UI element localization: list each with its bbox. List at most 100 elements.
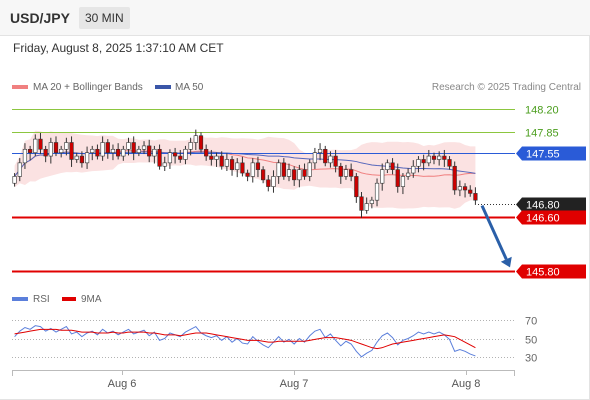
candle-body: [188, 142, 193, 150]
candle-body: [136, 148, 141, 153]
candle-body: [204, 148, 209, 157]
candle: [48, 137, 53, 164]
candle: [374, 178, 380, 207]
rsi-line: [14, 325, 476, 358]
candle: [343, 164, 349, 180]
candle: [162, 156, 167, 171]
candle: [271, 170, 276, 193]
rsi-legend-swatch: [12, 297, 28, 301]
candle: [405, 168, 411, 180]
rsi-tick-label: 50: [525, 335, 537, 347]
time-axis-label: Aug 8: [452, 378, 481, 390]
candle-body: [28, 148, 33, 153]
candle-body: [229, 159, 235, 170]
credit-label: Research © 2025 Trading Central: [432, 82, 581, 93]
rsi-ma-legend-swatch: [62, 297, 76, 301]
candle: [100, 136, 105, 161]
candle: [22, 143, 28, 169]
ma50-legend-swatch: [155, 85, 171, 89]
rsi-tick-label: 30: [525, 353, 537, 365]
candle: [38, 133, 43, 155]
candle-body: [193, 135, 198, 143]
candle-body: [84, 152, 90, 164]
candle: [286, 163, 292, 182]
candle-body: [12, 176, 17, 184]
candle: [297, 164, 302, 188]
candle: [74, 152, 79, 163]
candle-body: [390, 162, 395, 170]
candle: [255, 156, 261, 178]
rsi-panel: 70 50 30: [12, 316, 537, 365]
candle-body: [421, 159, 426, 164]
candle-body: [385, 162, 390, 170]
candle-body: [266, 179, 271, 187]
candle: [302, 163, 307, 180]
time-axis-label: Aug 7: [280, 378, 309, 390]
level-label: 145.80: [526, 267, 560, 279]
candle-body: [317, 148, 323, 153]
candle: [235, 158, 240, 178]
candle-body: [281, 162, 286, 177]
candle-body: [131, 142, 136, 153]
candle: [121, 145, 126, 161]
candle-body: [452, 165, 457, 191]
candle: [219, 151, 224, 170]
candle-body: [59, 148, 64, 153]
candle-body: [95, 148, 100, 157]
candle: [245, 169, 250, 182]
candle: [105, 139, 110, 159]
candle: [462, 183, 468, 198]
candle: [457, 180, 462, 197]
candle: [209, 149, 214, 166]
candle-body: [369, 199, 374, 204]
candle-body: [157, 148, 162, 167]
candle: [411, 160, 416, 178]
candle-body: [302, 169, 307, 177]
level-label: 147.85: [525, 128, 559, 140]
candle-body: [307, 162, 312, 177]
candle: [167, 149, 173, 169]
candle: [152, 145, 157, 164]
candle-body: [121, 148, 126, 157]
candle-body: [152, 148, 157, 157]
candle-body: [178, 155, 183, 160]
candle: [69, 136, 74, 167]
candle-body: [74, 155, 79, 160]
level-label-bg: [516, 210, 586, 225]
candle-body: [147, 145, 152, 157]
rsi-legend-label: RSI: [33, 294, 50, 305]
candle-body: [411, 165, 416, 174]
bollinger-bands: [14, 130, 476, 209]
candle-body: [69, 142, 74, 160]
candle-body: [271, 176, 276, 187]
candle: [421, 154, 426, 171]
candle: [442, 149, 447, 167]
rsi-ma-line: [14, 328, 476, 350]
level-label: 146.60: [526, 213, 560, 225]
candle-body: [447, 159, 452, 167]
candle-body: [141, 145, 147, 150]
candle-body: [261, 169, 266, 181]
candle-body: [110, 148, 116, 153]
candle-body: [349, 169, 354, 177]
candle-body: [374, 182, 380, 201]
candle-body: [172, 152, 178, 157]
candle-body: [53, 142, 59, 153]
candle-body: [333, 155, 338, 167]
candle: [84, 146, 90, 169]
level-label-bg: [516, 264, 586, 279]
candle: [131, 136, 136, 161]
candle: [178, 149, 183, 163]
candle-body: [17, 162, 22, 177]
timeframe-button[interactable]: 30 MIN: [79, 7, 130, 29]
candle-body: [286, 169, 292, 177]
candle: [183, 145, 188, 165]
candle-body: [328, 155, 333, 164]
candle-body: [22, 148, 28, 164]
candles: [12, 129, 478, 218]
candle-body: [116, 148, 121, 157]
time-axis-label: Aug 6: [108, 378, 137, 390]
candle-body: [437, 155, 442, 160]
candle: [431, 152, 437, 165]
